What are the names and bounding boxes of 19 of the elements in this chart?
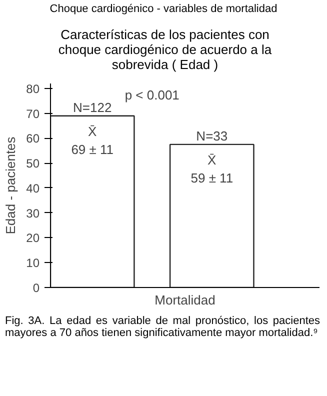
y-tick-label: 30 <box>26 206 40 220</box>
y-tick-label: 10 <box>26 256 40 270</box>
y-tick-label: 0 <box>32 280 40 295</box>
y-tick-label: 70 <box>26 106 40 120</box>
x-axis-title: Mortalidad <box>154 292 216 308</box>
chart-title: Choque cardiogénico - variables de mortalidad <box>50 2 278 17</box>
y-tick-label: 60 <box>26 131 40 146</box>
annotation: X̄ 69 ± 11 <box>71 123 114 156</box>
y-axis-title: Edad - pacientes <box>3 136 18 234</box>
chart-subtitle: Características de los pacientes con choque cardiogénico de acuerdo a la sobrevida ( Edad ) <box>57 26 273 73</box>
annotation: N=122 <box>73 99 112 114</box>
annotation: N=33 <box>196 128 228 143</box>
caption: Fig. 3A. La edad es variable de mal pronóstico, los pacientes mayores a 70 años tienen significativamente mayor mortalidad.⁹ <box>5 314 320 340</box>
annotation: p < 0.001 <box>124 87 180 102</box>
y-tick-label: 40 <box>26 181 40 196</box>
annotation: X̄ 59 ± 11 <box>190 152 234 185</box>
y-tick-label: 50 <box>26 156 40 170</box>
y-tick-label: 80 <box>26 81 40 96</box>
y-tick-label: 20 <box>26 230 40 245</box>
